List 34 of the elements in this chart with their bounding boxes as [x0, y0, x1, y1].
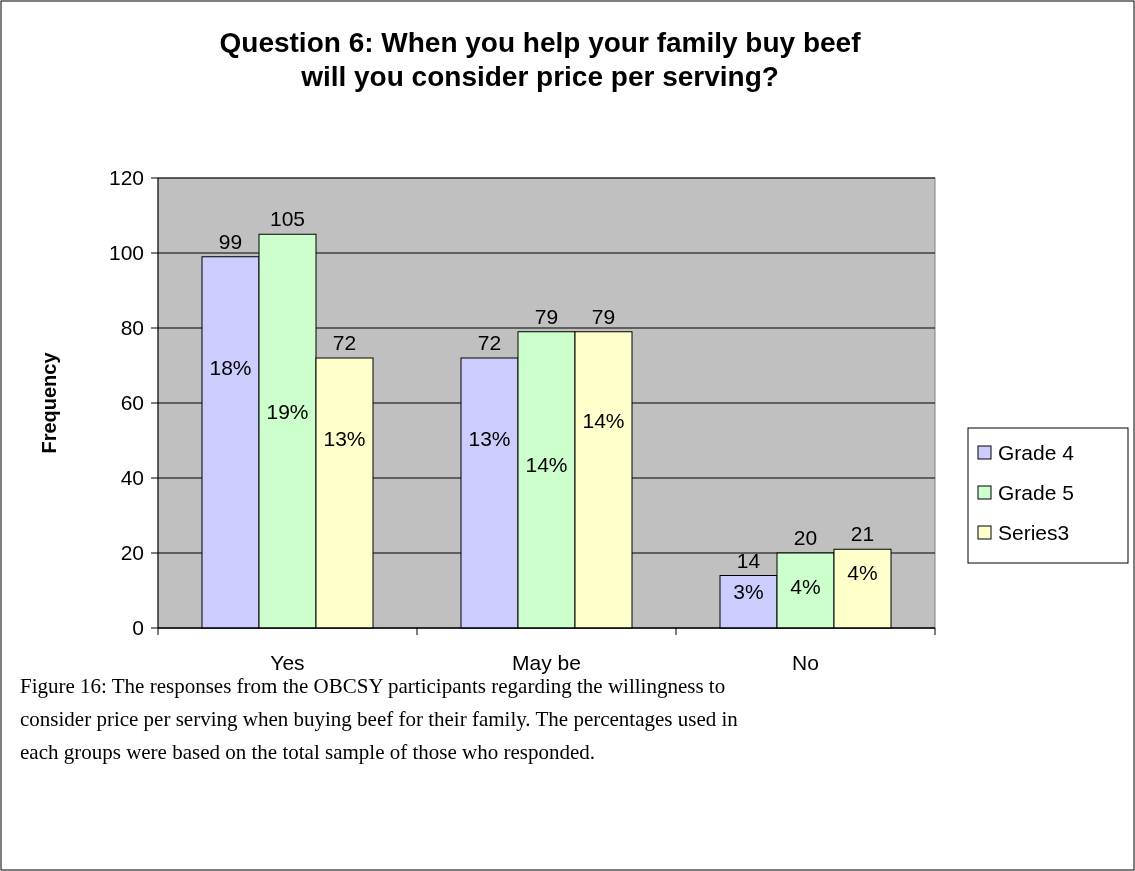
data-label: 99: [218, 229, 243, 253]
annotation: 13%: [323, 427, 366, 451]
annotation: 4%: [790, 575, 821, 599]
data-label: 20: [793, 526, 818, 549]
annotation: 14%: [525, 453, 568, 477]
legend-label: Grade 4: [998, 441, 1075, 464]
x-tick-label: Yes: [270, 651, 305, 674]
y-tick-label: 80: [120, 316, 144, 339]
data-label: 79: [534, 304, 559, 328]
y-tick-label: 40: [120, 466, 144, 489]
data-label: 72: [332, 331, 357, 354]
data-label: 14: [736, 548, 761, 572]
y-tick-label: 60: [120, 391, 144, 414]
annotation: 18%: [209, 356, 252, 380]
data-label: 72: [477, 331, 502, 354]
annotation: 3%: [733, 579, 764, 603]
x-tick-label: No: [792, 651, 819, 674]
y-tick-label: 0: [132, 616, 144, 639]
legend-label: Series3: [998, 521, 1070, 544]
annotation: 19%: [266, 399, 309, 423]
annotation: 13%: [468, 427, 511, 451]
chart-title: Question 6: When you help your family buy beef will you consider price per serving?: [219, 27, 862, 92]
data-label: 21: [850, 522, 875, 546]
data-label: 105: [269, 207, 306, 231]
annotation: 4%: [847, 561, 878, 585]
annotation: 14%: [582, 408, 625, 432]
x-tick-label: May be: [512, 651, 581, 674]
data-label: 79: [591, 304, 616, 328]
y-tick-label: 120: [108, 166, 144, 189]
y-tick-label: 20: [120, 541, 144, 564]
caption: Figure 16: The responses from the OBCSY participants regarding the willingness to consider price per serving when buying beef for their family. The percentages used in each groups were based on the total sample of those who responded.: [20, 674, 739, 764]
legend-label: Grade 5: [998, 481, 1074, 504]
y-tick-label: 100: [108, 241, 144, 264]
y-axis-title: Frequency: [38, 351, 60, 454]
